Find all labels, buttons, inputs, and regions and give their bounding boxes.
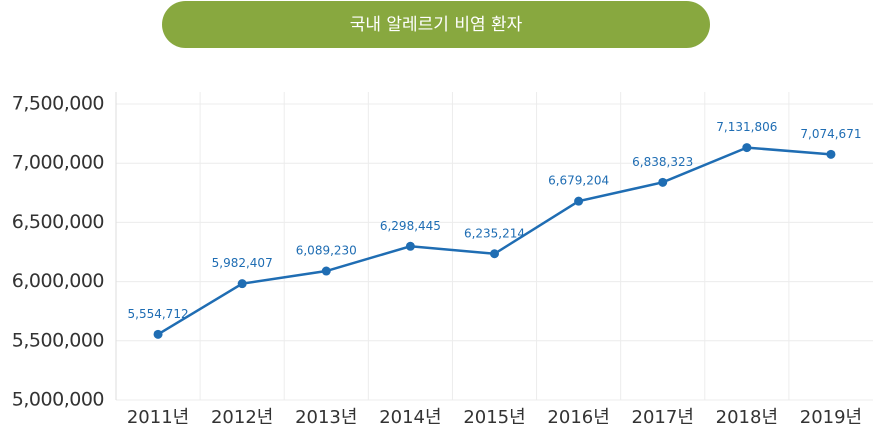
data-label: 6,838,323 [632, 155, 693, 169]
data-point [826, 149, 836, 159]
x-tick-label: 2014년 [379, 407, 441, 428]
data-label: 6,235,214 [464, 226, 525, 240]
x-tick-label: 2011년 [127, 407, 189, 428]
data-point [742, 143, 752, 153]
x-tick-label: 2012년 [211, 407, 273, 428]
y-tick-label: 7,000,000 [12, 152, 104, 174]
data-line [157, 146, 832, 336]
data-point [574, 196, 584, 206]
data-point [321, 266, 331, 276]
y-tick-label: 5,000,000 [12, 389, 104, 411]
x-tick-label: 2016년 [547, 407, 609, 428]
data-label: 5,554,712 [128, 307, 189, 321]
data-point [490, 249, 499, 259]
data-label: 7,074,671 [800, 127, 861, 141]
x-tick-label: 2018년 [716, 407, 778, 428]
data-label: 6,089,230 [296, 244, 357, 258]
chart-title: 국내 알레르기 비염 환자 [350, 15, 523, 35]
data-label: 5,982,407 [212, 256, 273, 270]
x-tick-label: 2015년 [463, 407, 525, 428]
x-tick-label: 2019년 [800, 407, 862, 428]
data-point [237, 279, 247, 289]
data-label: 6,679,204 [548, 174, 609, 188]
y-tick-label: 6,500,000 [12, 211, 104, 233]
title-pill [162, 1, 710, 48]
y-tick-label: 6,000,000 [12, 270, 104, 292]
x-tick-label: 2017년 [632, 407, 694, 428]
data-point [405, 241, 415, 251]
y-tick-label: 7,500,000 [12, 93, 104, 115]
x-tick-label: 2013년 [295, 407, 357, 428]
data-label: 6,298,445 [380, 219, 441, 233]
y-tick-label: 5,500,000 [12, 329, 104, 351]
data-point [658, 177, 668, 187]
data-label: 7,131,806 [716, 120, 777, 134]
data-point [153, 329, 163, 339]
